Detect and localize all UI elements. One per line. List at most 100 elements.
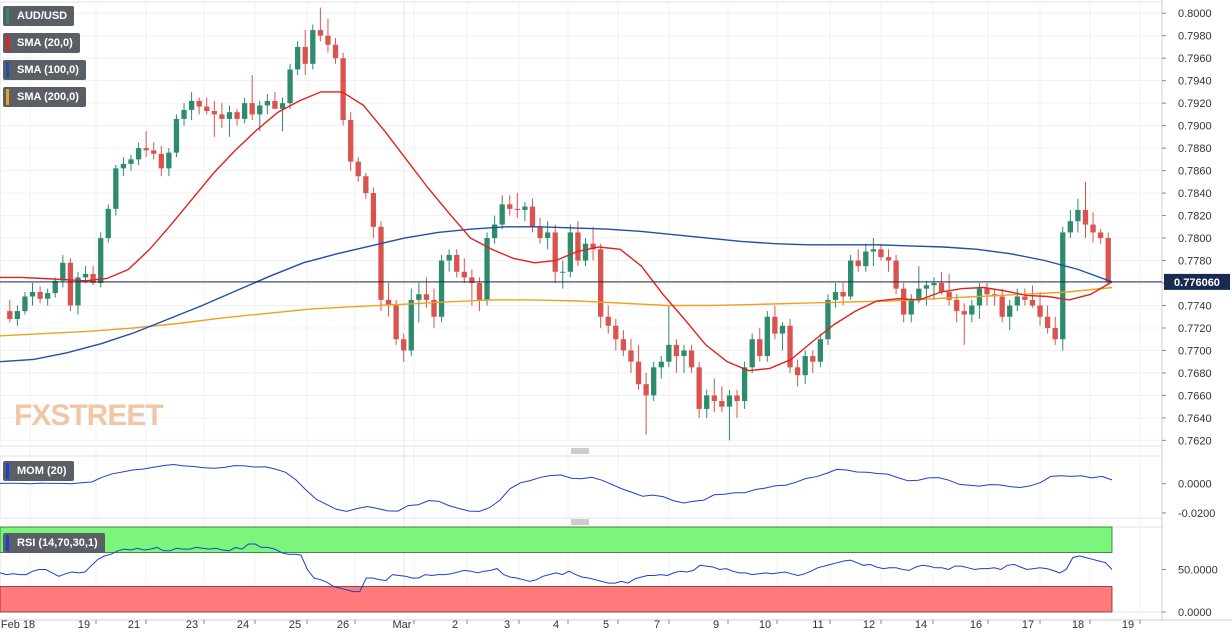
price-tick-label: 0.7620 <box>1178 435 1212 447</box>
candle <box>613 318 619 351</box>
candle-body <box>893 260 899 289</box>
candle <box>75 271 81 315</box>
candle <box>635 344 642 390</box>
candle-body <box>332 44 339 59</box>
candle <box>620 330 627 357</box>
candle-body <box>954 299 960 312</box>
candle-body <box>651 367 657 396</box>
sma100-legend[interactable]: SMA (100,0) <box>3 60 86 80</box>
candle <box>923 280 930 306</box>
symbol-text: AUD/USD <box>17 10 68 22</box>
candle <box>878 243 884 261</box>
candle <box>363 172 369 199</box>
candle <box>401 333 407 362</box>
x-tick-label: 21 <box>128 619 140 631</box>
x-tick-label: 2 <box>452 619 458 631</box>
candle-body <box>567 232 574 272</box>
candle <box>241 97 248 124</box>
candle-body <box>620 339 627 351</box>
candle-body <box>870 249 877 252</box>
candle-body <box>673 344 680 357</box>
x-tick-label: 5 <box>603 619 609 631</box>
pane-resize-handle-2[interactable] <box>571 519 589 525</box>
candle <box>181 103 187 126</box>
candle <box>673 339 680 373</box>
candle <box>1060 226 1066 351</box>
candle <box>552 224 558 284</box>
price-tick-label: 0.7740 <box>1178 300 1212 312</box>
candle-body <box>666 344 672 362</box>
candle-body <box>1075 209 1081 222</box>
candle <box>128 154 134 171</box>
candle <box>105 204 111 243</box>
candle <box>1097 229 1104 244</box>
candle-body <box>408 299 414 351</box>
candle <box>688 344 695 373</box>
candle-body <box>1082 209 1089 225</box>
price-tick-label: 0.8000 <box>1178 8 1212 20</box>
x-tick-label: 23 <box>186 619 198 631</box>
candle <box>544 221 551 250</box>
rsi-legend[interactable]: RSI (14,70,30,1) <box>3 533 105 553</box>
candle-body <box>287 69 293 104</box>
candle-body <box>605 316 611 326</box>
candle <box>855 249 861 272</box>
candle-body <box>1022 296 1028 300</box>
candle-body <box>113 168 119 209</box>
symbol-label[interactable]: AUD/USD <box>3 6 75 26</box>
sma200-legend[interactable]: SMA (200,0) <box>3 87 86 107</box>
candle <box>582 238 589 267</box>
candle-body <box>204 106 210 112</box>
last-price-tag <box>1164 273 1230 290</box>
candle-body <box>802 356 808 376</box>
candle <box>264 94 271 115</box>
candle <box>726 389 733 441</box>
candle <box>537 217 543 244</box>
candle <box>302 30 308 76</box>
candle <box>696 361 702 418</box>
candle <box>1007 299 1013 331</box>
candle <box>863 243 869 272</box>
candle <box>666 305 672 368</box>
candle-body <box>1060 232 1066 340</box>
candle <box>7 299 13 323</box>
candle <box>847 254 854 300</box>
candle-body <box>249 103 255 115</box>
candle-body <box>14 311 21 319</box>
candle <box>476 277 483 312</box>
x-tick-label: 17 <box>1022 619 1034 631</box>
candle <box>1075 198 1081 233</box>
price-tick-label: 0.7800 <box>1178 233 1212 245</box>
candle <box>340 52 346 126</box>
candle <box>764 311 770 362</box>
candle-body <box>173 118 180 153</box>
candle-body <box>431 299 437 317</box>
candle-body <box>128 159 134 164</box>
price-tick-label: 0.7900 <box>1178 121 1212 133</box>
candle <box>772 305 778 340</box>
candle-body <box>544 232 551 239</box>
pane-resize-handle-1[interactable] <box>571 448 589 454</box>
candle-body <box>264 100 271 106</box>
candle <box>901 283 907 323</box>
candle-body <box>370 193 377 227</box>
candle-body <box>98 238 104 284</box>
rsi-legend-text: RSI (14,70,30,1) <box>17 537 98 549</box>
candle <box>946 274 952 306</box>
candle <box>22 292 28 315</box>
mom-legend[interactable]: MOM (20) <box>3 461 74 481</box>
candle <box>385 283 392 317</box>
candle <box>257 100 263 132</box>
candle-body <box>438 260 445 317</box>
candle-body <box>938 283 945 293</box>
sma20-legend[interactable]: SMA (20,0) <box>3 33 80 53</box>
candle <box>279 97 286 132</box>
candle-body <box>355 161 361 177</box>
x-tick-label: 18 <box>1072 619 1084 631</box>
candle <box>67 258 74 312</box>
candle <box>1090 212 1096 243</box>
candle <box>234 108 240 126</box>
x-tick-label: 3 <box>504 619 510 631</box>
candle <box>1037 292 1043 326</box>
